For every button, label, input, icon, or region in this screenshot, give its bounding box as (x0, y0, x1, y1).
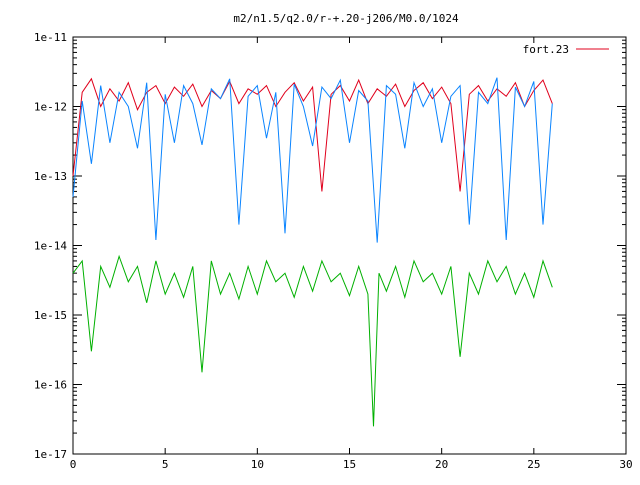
series-layer (72, 77, 553, 427)
x-tick-label: 25 (527, 458, 540, 471)
legend: fort.23 (523, 43, 609, 56)
y-tick-label: 1e-13 (34, 170, 67, 183)
x-tick-label: 15 (343, 458, 356, 471)
chart-title: m2/n1.5/q2.0/r-+.20-j206/M0.0/1024 (233, 12, 459, 25)
series-line-1 (72, 77, 553, 243)
y-tick-label: 1e-14 (34, 240, 67, 253)
plot-frame (72, 36, 627, 455)
x-tick-label: 10 (251, 458, 264, 471)
y-tick-label: 1e-17 (34, 448, 67, 461)
x-tick-label: 0 (70, 458, 77, 471)
legend-label: fort.23 (523, 43, 569, 56)
series-line-0 (72, 77, 553, 192)
y-tick-label: 1e-16 (34, 379, 67, 392)
axis-ticks: 0 5 10 15 20 25 30 1e-17 1e-16 1e-15 1e-14 1e-13 1e-… (34, 31, 633, 471)
y-tick-label: 1e-15 (34, 309, 67, 322)
x-tick-label: 20 (435, 458, 448, 471)
y-tick-label: 1e-11 (34, 31, 67, 44)
x-tick-label: 30 (619, 458, 632, 471)
series-line-2 (72, 254, 553, 427)
x-tick-label: 5 (162, 458, 169, 471)
y-tick-label: 1e-12 (34, 101, 67, 114)
